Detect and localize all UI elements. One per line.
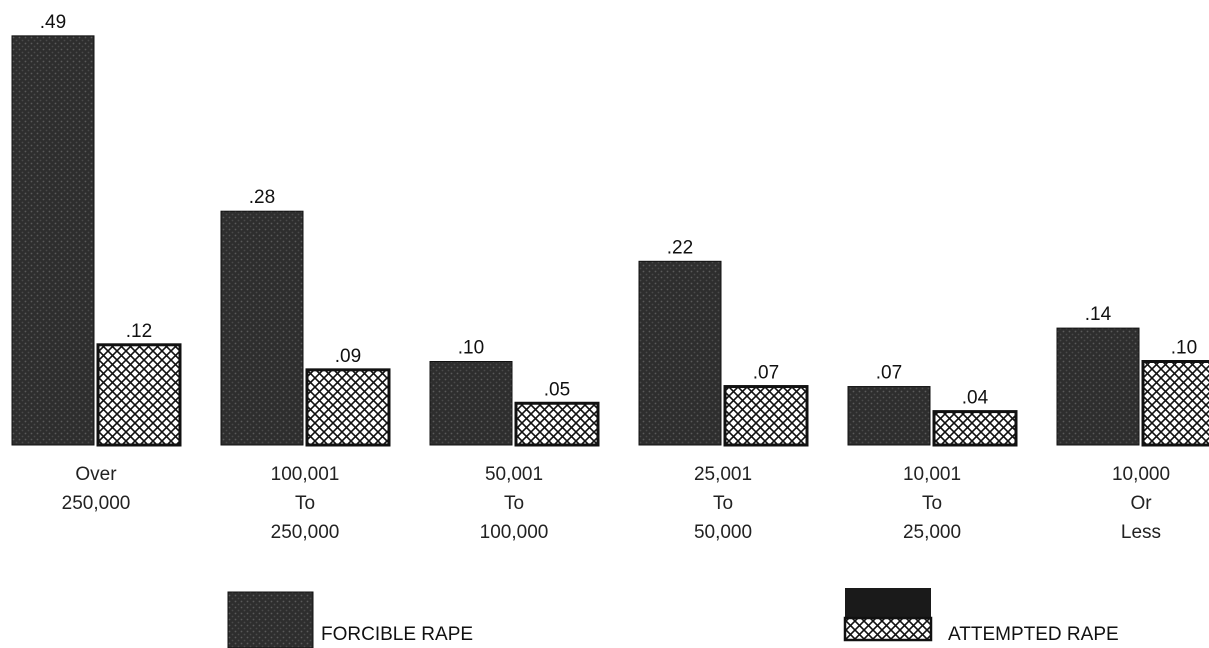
category-label-2-line-1: To bbox=[504, 493, 524, 514]
bar-forcible-2 bbox=[429, 361, 513, 446]
category-label-5-line-1: Or bbox=[1130, 493, 1152, 514]
category-label-0-line-0: Over bbox=[75, 464, 117, 485]
data-label-forcible-4: .07 bbox=[876, 363, 902, 384]
category-label-3-line-2: 50,000 bbox=[694, 522, 752, 543]
bar-attempted-1 bbox=[305, 368, 391, 447]
bar-attempted-3 bbox=[723, 385, 809, 447]
data-label-forcible-1: .28 bbox=[249, 187, 275, 208]
category-label-1-line-2: 250,000 bbox=[271, 522, 340, 543]
legend-swatch-forcible bbox=[227, 591, 314, 648]
legend-swatch-attempted bbox=[843, 616, 933, 642]
legend-label-forcible: FORCIBLE RAPE bbox=[321, 624, 473, 645]
category-label-0-line-1: 250,000 bbox=[62, 493, 131, 514]
data-label-forcible-3: .22 bbox=[667, 237, 693, 258]
category-label-5-line-0: 10,000 bbox=[1112, 464, 1170, 485]
category-label-4-line-1: To bbox=[922, 493, 942, 514]
bar-forcible-1 bbox=[220, 210, 304, 446]
data-label-attempted-1: .09 bbox=[335, 346, 361, 367]
bar-attempted-0 bbox=[96, 343, 182, 447]
data-label-forcible-0: .49 bbox=[40, 12, 66, 33]
bar-forcible-3 bbox=[638, 260, 722, 446]
data-label-attempted-2: .05 bbox=[544, 379, 570, 400]
bar-attempted-2 bbox=[514, 401, 600, 447]
category-label-3-line-0: 25,001 bbox=[694, 464, 752, 485]
data-label-attempted-3: .07 bbox=[753, 363, 779, 384]
data-label-forcible-2: .10 bbox=[458, 338, 484, 359]
category-label-2-line-2: 100,000 bbox=[480, 522, 549, 543]
category-label-1-line-0: 100,001 bbox=[271, 464, 340, 485]
category-label-4-line-0: 10,001 bbox=[903, 464, 961, 485]
bar-forcible-4 bbox=[847, 386, 931, 446]
category-label-3-line-1: To bbox=[713, 493, 733, 514]
bar-attempted-4 bbox=[932, 410, 1018, 447]
category-label-4-line-2: 25,000 bbox=[903, 522, 961, 543]
bar-forcible-0 bbox=[11, 35, 95, 446]
legend: FORCIBLE RAPE ATTEMPTED RAPE bbox=[227, 588, 1119, 648]
category-label-1-line-1: To bbox=[295, 493, 315, 514]
legend-swatch-attempted-solid bbox=[845, 588, 931, 618]
bar-attempted-5 bbox=[1141, 360, 1209, 447]
category-label-2-line-0: 50,001 bbox=[485, 464, 543, 485]
category-label-5-line-2: Less bbox=[1121, 522, 1161, 543]
data-label-attempted-0: .12 bbox=[126, 321, 152, 342]
data-label-forcible-5: .14 bbox=[1085, 304, 1112, 325]
data-label-attempted-5: .10 bbox=[1171, 338, 1197, 359]
data-label-attempted-4: .04 bbox=[962, 388, 989, 409]
bar-forcible-5 bbox=[1056, 327, 1140, 446]
legend-label-attempted: ATTEMPTED RAPE bbox=[948, 624, 1119, 645]
